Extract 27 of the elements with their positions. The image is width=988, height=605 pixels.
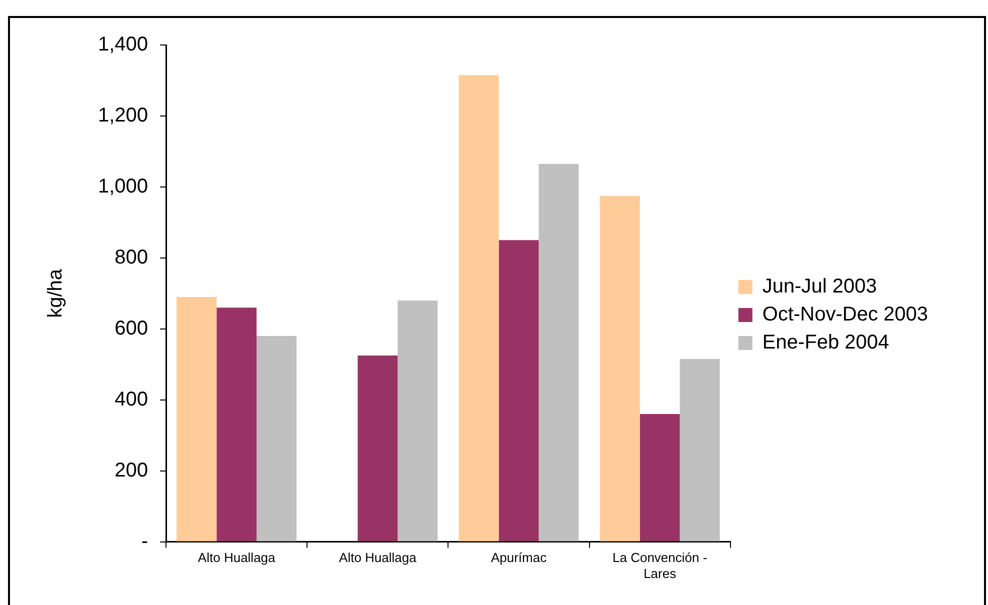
x-tick-label: Apurímac [490,550,548,566]
bar [680,359,720,542]
bar [538,164,579,542]
bar [600,196,640,542]
bar [458,75,499,542]
bar [176,296,217,542]
x-tick-label: Alto Huallaga [339,550,418,566]
x-tick-label: La Convención - Lares [612,550,708,581]
y-tick-label: 1,200 [98,104,148,126]
y-tick-label: 400 [114,388,148,410]
y-tick-label: 200 [114,459,148,482]
bar [640,414,680,542]
bar [498,240,539,542]
y-axis-title: kg/ha [44,268,67,318]
y-tick-label: - [141,530,148,552]
y-tick-label: 1,400 [98,34,148,56]
legend-label: Ene-Feb 2004 [762,332,890,354]
bar [256,336,297,542]
bar [358,356,398,542]
y-tick-label: 600 [114,317,148,340]
x-tick-label: Alto Huallaga [198,550,276,566]
bar [398,300,438,542]
legend-label: Oct-Nov-Dec 2003 [762,304,928,326]
bar [216,308,257,542]
y-tick-label: 1,000 [98,175,148,198]
legend-label: Jun-Jul 2003 [762,276,877,298]
y-tick-label: 800 [114,246,148,268]
